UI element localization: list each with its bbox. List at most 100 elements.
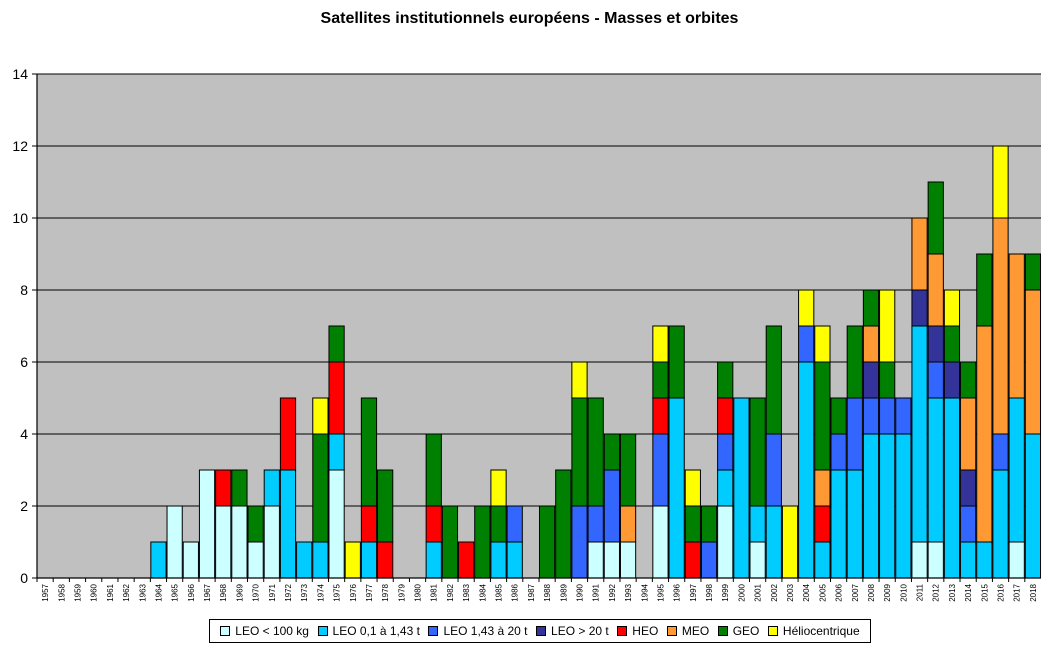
legend-swatch xyxy=(317,626,328,636)
bar-segment xyxy=(312,433,329,543)
legend-item: HEO xyxy=(617,624,658,638)
bar-segment xyxy=(927,541,944,579)
x-tick-label: 1971 xyxy=(268,583,277,601)
bar-segment xyxy=(490,505,507,543)
legend-item: GEO xyxy=(717,624,760,638)
x-tick-label: 2016 xyxy=(997,583,1006,601)
bar-segment xyxy=(862,433,880,579)
x-tick-label: 1998 xyxy=(705,583,714,601)
bar-segment xyxy=(684,469,701,507)
x-tick-label: 2012 xyxy=(932,583,941,601)
x-tick-label: 1984 xyxy=(478,583,487,601)
bar-segment xyxy=(474,505,491,579)
bar-segment xyxy=(684,505,701,543)
x-tick-label: 1989 xyxy=(559,583,568,601)
bar-segment xyxy=(862,361,880,399)
bar-segment xyxy=(717,505,734,579)
bar-segment xyxy=(814,541,831,579)
x-tick-label: 1970 xyxy=(252,583,261,601)
bar-segment xyxy=(360,541,378,579)
bar-segment xyxy=(587,541,604,579)
x-tick-label: 1959 xyxy=(73,583,82,601)
x-tick-label: 1967 xyxy=(203,583,212,601)
bar-segment xyxy=(717,433,734,471)
bar-segment xyxy=(425,505,442,543)
x-tick-label: 1987 xyxy=(527,583,536,601)
bar-segment xyxy=(717,397,734,435)
bar-segment xyxy=(960,541,977,579)
bar-segment xyxy=(603,469,620,543)
bar-segment xyxy=(571,397,588,507)
bar-segment xyxy=(830,469,847,579)
bar-segment xyxy=(263,469,280,507)
legend-label: GEO xyxy=(732,624,760,638)
x-tick-label: 1990 xyxy=(575,583,584,601)
bar-segment xyxy=(328,433,345,471)
bar-segment xyxy=(765,433,782,507)
bar-segment xyxy=(911,289,928,327)
bar-segment xyxy=(296,541,313,579)
x-tick-label: 1999 xyxy=(721,583,730,601)
bar-segment xyxy=(263,505,280,579)
bar-segment xyxy=(781,505,799,579)
bar-segment xyxy=(247,505,264,543)
bar-segment xyxy=(911,217,928,291)
bar-segment xyxy=(862,397,880,435)
bar-segment xyxy=(717,361,734,399)
bar-segment xyxy=(619,541,637,579)
x-tick-label: 1979 xyxy=(397,583,406,601)
bar-segment xyxy=(490,469,507,507)
x-tick-label: 1965 xyxy=(171,583,180,601)
bar-segment xyxy=(231,505,248,579)
x-tick-label: 1996 xyxy=(673,583,682,601)
bar-segment xyxy=(490,541,507,579)
bar-segment xyxy=(862,289,880,327)
bar-segment xyxy=(603,433,620,471)
x-tick-label: 1974 xyxy=(316,583,325,601)
x-tick-label: 1958 xyxy=(57,583,66,601)
bar-segment xyxy=(231,469,248,507)
legend-item: LEO < 100 kg xyxy=(220,624,309,638)
bar-segment xyxy=(943,397,961,579)
bar-segment xyxy=(846,469,863,579)
legend-swatch xyxy=(767,626,778,636)
x-tick-label: 2008 xyxy=(867,583,876,601)
bar-segment xyxy=(1024,433,1042,579)
bar-segment xyxy=(846,325,863,399)
x-tick-label: 1986 xyxy=(511,583,520,601)
x-tick-label: 1983 xyxy=(462,583,471,601)
bar-segment xyxy=(587,397,604,507)
legend-item: LEO > 20 t xyxy=(536,624,609,638)
bar-segment xyxy=(198,469,216,579)
bar-segment xyxy=(312,397,329,435)
bar-segment xyxy=(1008,253,1025,399)
x-tick-label: 1957 xyxy=(41,583,50,601)
bar-segment xyxy=(215,469,232,507)
bar-segment xyxy=(652,505,669,579)
x-tick-label: 1997 xyxy=(689,583,698,601)
x-tick-label: 1982 xyxy=(446,583,455,601)
bar-segment xyxy=(943,325,961,363)
chart-title: Satellites institutionnels européens - M… xyxy=(320,10,739,27)
bar-segment xyxy=(652,397,669,435)
legend-swatch xyxy=(428,626,439,636)
x-tick-label: 1968 xyxy=(219,583,228,601)
bar-segment xyxy=(846,397,863,471)
bar-segment xyxy=(879,361,896,399)
x-tick-label: 1994 xyxy=(640,583,649,601)
bar-segment xyxy=(943,289,961,327)
bar-segment xyxy=(879,289,896,363)
bar-segment xyxy=(749,505,766,543)
bar-segment xyxy=(895,433,912,579)
bar-segment xyxy=(927,253,944,327)
bar-segment xyxy=(506,505,523,543)
bar-segment xyxy=(458,541,475,579)
bar-segment xyxy=(215,505,232,579)
legend-swatch xyxy=(220,626,231,636)
x-tick-label: 1992 xyxy=(608,583,617,601)
bar-segment xyxy=(992,433,1009,471)
bar-segment xyxy=(279,397,297,471)
legend-swatch xyxy=(536,626,547,636)
legend-item: Héliocentrique xyxy=(767,624,860,638)
